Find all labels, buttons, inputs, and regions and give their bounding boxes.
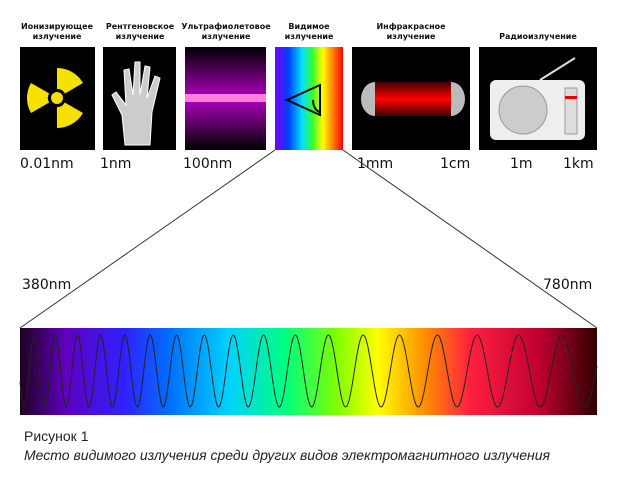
range-start: 380nm xyxy=(22,277,71,293)
scale-label: 100nm xyxy=(183,156,232,172)
range-end: 780nm xyxy=(543,277,592,293)
band-label: Ультрафиолетовое xyxy=(181,22,271,31)
band-label: излучение xyxy=(33,32,82,41)
band-label: Радиоизлучение xyxy=(499,32,577,41)
band-label: Видимое xyxy=(288,22,330,31)
band-label: Рентгеновское xyxy=(106,22,175,31)
scale-label: 1m xyxy=(510,156,533,172)
scale-label: 1nm xyxy=(100,156,131,172)
antenna xyxy=(539,57,576,81)
zoom-line xyxy=(342,149,598,329)
ir-caps xyxy=(361,82,465,116)
band-labels: ИонизирующееизлучениеРентгеновскоеизлуче… xyxy=(21,22,577,41)
caption-number: Рисунок 1 xyxy=(24,428,89,444)
scale-label: 0.01nm xyxy=(20,156,74,172)
band-label: излучение xyxy=(285,32,334,41)
radiation-icon xyxy=(27,67,83,129)
panels xyxy=(20,47,597,150)
uv-band xyxy=(185,94,266,102)
speaker xyxy=(498,85,548,135)
band-label: Ионизирующее xyxy=(21,22,94,31)
wave xyxy=(19,334,598,408)
band-label: излучение xyxy=(202,32,251,41)
dial-mark xyxy=(565,96,577,99)
band-label: излучение xyxy=(116,32,165,41)
hand-icon xyxy=(111,61,161,146)
eye-icon xyxy=(284,83,321,117)
scale-label: 1cm xyxy=(440,156,470,172)
zoom-line xyxy=(19,149,276,329)
band-label: Инфракрасное xyxy=(376,22,446,31)
dial xyxy=(564,87,578,135)
visible-panel xyxy=(275,47,343,150)
scale-label: 1km xyxy=(563,156,594,172)
band-label: излучение xyxy=(387,32,436,41)
scale-label: 1mm xyxy=(357,156,393,172)
caption-text: Место видимого излучения среди других ви… xyxy=(24,447,550,463)
scale-labels: 0.01nm 1nm 100nm 1mm 1cm 1m 1km xyxy=(20,156,594,172)
ir-tube xyxy=(375,82,451,116)
